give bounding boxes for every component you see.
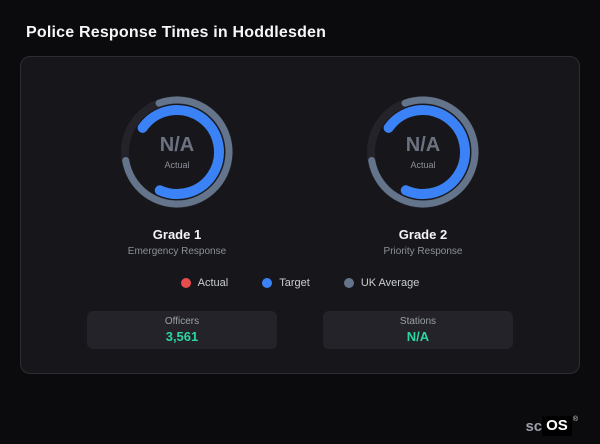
scos-logo: sc OS ® bbox=[525, 416, 578, 436]
target-arc bbox=[130, 105, 224, 199]
target-arc bbox=[376, 105, 470, 199]
gauge-grade-1: N/A Actual Grade 1 Emergency Response bbox=[67, 91, 287, 257]
response-times-card: N/A Actual Grade 1 Emergency Response N/… bbox=[20, 56, 580, 374]
gauge-grade-1-ring: N/A Actual bbox=[116, 91, 238, 213]
gauge-value-label: Actual bbox=[164, 160, 190, 170]
legend-label: Target bbox=[279, 277, 310, 289]
stat-stations: Stations N/A bbox=[323, 311, 513, 349]
stats-row: Officers 3,561 Stations N/A bbox=[41, 311, 559, 349]
legend: Actual Target UK Average bbox=[41, 277, 559, 289]
stat-label: Officers bbox=[164, 316, 200, 327]
logo-prefix: sc bbox=[525, 418, 543, 435]
gauge-grade-2-chart bbox=[367, 96, 479, 208]
uk-average-dot-icon bbox=[343, 278, 354, 288]
logo-box: OS bbox=[542, 416, 572, 436]
legend-item-actual: Actual bbox=[180, 277, 229, 289]
gauge-title: Grade 1 bbox=[152, 227, 202, 242]
legend-label: Actual bbox=[197, 277, 229, 289]
actual-dot-icon bbox=[180, 278, 191, 288]
target-dot-icon bbox=[262, 278, 273, 288]
stat-value: 3,561 bbox=[165, 329, 199, 344]
stat-label: Stations bbox=[399, 316, 437, 327]
uk-average-arc bbox=[121, 96, 233, 208]
gauges-row: N/A Actual Grade 1 Emergency Response N/… bbox=[41, 91, 559, 257]
legend-item-uk-average: UK Average bbox=[343, 277, 420, 289]
gauge-grade-2-center: N/A Actual bbox=[362, 91, 484, 213]
gauge-grade-1-chart bbox=[121, 96, 233, 208]
gauge-subtitle: Priority Response bbox=[383, 246, 463, 257]
gauge-grade-2: N/A Actual Grade 2 Priority Response bbox=[313, 91, 533, 257]
gauge-value: N/A bbox=[405, 134, 441, 156]
stat-officers: Officers 3,561 bbox=[87, 311, 277, 349]
stat-value: N/A bbox=[406, 329, 430, 344]
gauge-grade-1-center: N/A Actual bbox=[116, 91, 238, 213]
gauge-value: N/A bbox=[159, 134, 195, 156]
legend-item-target: Target bbox=[262, 277, 310, 289]
gauge-title: Grade 2 bbox=[398, 227, 448, 242]
gauge-value-label: Actual bbox=[410, 160, 436, 170]
gauge-grade-2-ring: N/A Actual bbox=[362, 91, 484, 213]
page-title: Police Response Times in Hoddlesden bbox=[26, 24, 327, 41]
uk-average-arc bbox=[367, 96, 479, 208]
legend-label: UK Average bbox=[360, 277, 420, 289]
gauge-subtitle: Emergency Response bbox=[127, 246, 227, 257]
